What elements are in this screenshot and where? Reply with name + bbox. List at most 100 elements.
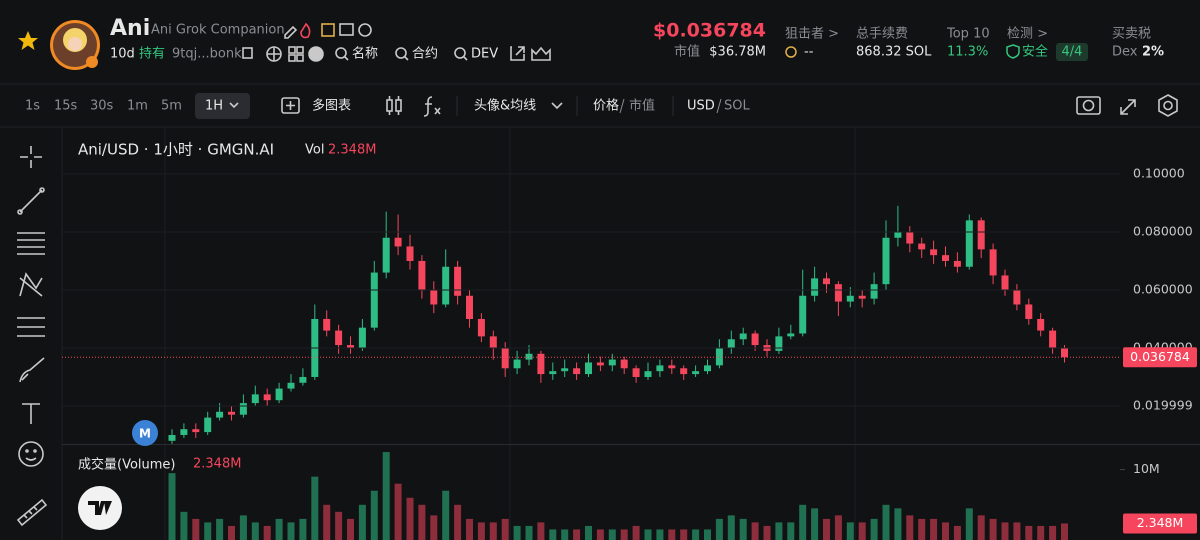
marker-m-label: M: [139, 427, 151, 441]
volume-bar: [953, 525, 961, 540]
interval[interactable]: 30s: [90, 99, 114, 114]
currency-active[interactable]: USD: [687, 99, 715, 114]
currency[interactable]: SOL: [724, 99, 750, 114]
header-badges: [284, 22, 372, 39]
token-age: 10d: [110, 47, 135, 62]
volume-last-box: [1123, 513, 1197, 534]
interval[interactable]: 15s: [54, 99, 78, 114]
volume-bar: [347, 518, 354, 540]
interval-active[interactable]: 1H: [205, 99, 223, 114]
volume-bar: [251, 522, 259, 540]
interval[interactable]: 1m: [127, 99, 148, 114]
volume-bar: [965, 508, 973, 540]
price-mode-active[interactable]: 价格: [593, 98, 619, 114]
social-icons[interactable]: [266, 46, 551, 62]
candle-body: [347, 345, 354, 348]
drawing-tools[interactable]: [16, 146, 48, 527]
volume-bar: [894, 508, 902, 540]
candle-body: [263, 394, 271, 401]
candle-body: [1049, 330, 1057, 348]
copy-icon[interactable]: [242, 47, 253, 59]
volume-bar: [870, 518, 878, 540]
toolbar-icons[interactable]: [281, 94, 1178, 117]
volume-bar: [263, 525, 271, 540]
candle-body: [216, 411, 224, 418]
indicators[interactable]: 头像&均线: [474, 99, 536, 114]
tv-logo-mark: [88, 501, 112, 515]
volume-title-value: 2.348M: [193, 457, 241, 472]
price-mode[interactable]: 市值: [629, 98, 655, 114]
candle-body: [823, 278, 830, 285]
interval[interactable]: 5m: [161, 99, 182, 114]
price: $0.036784: [653, 20, 766, 42]
candle-body: [454, 266, 462, 296]
tax-source: Dex: [1112, 45, 1138, 60]
mcap-label: 市值: [674, 44, 700, 60]
interval[interactable]: 1s: [25, 99, 40, 114]
candle-body: [608, 359, 616, 366]
candle-body: [251, 394, 259, 404]
favorite-star[interactable]: [18, 31, 38, 50]
volume-bar: [275, 518, 283, 540]
interval-active-box[interactable]: [195, 93, 250, 119]
volume-bar: [704, 529, 711, 540]
candle-body: [466, 295, 473, 319]
sniper: --: [804, 45, 814, 60]
volume-bar: [906, 515, 914, 540]
candle-body: [204, 417, 212, 433]
volume-bar: [846, 522, 854, 540]
candle-body: [715, 347, 723, 366]
link-name[interactable]: 名称: [352, 46, 378, 62]
candle-body: [668, 365, 676, 369]
volume-bar: [406, 497, 414, 540]
volume-bar: [918, 518, 926, 540]
volume-last-label: 2.348M: [1137, 515, 1184, 530]
candle-body: [620, 359, 628, 369]
slash: [716, 98, 722, 114]
link-dev[interactable]: DEV: [471, 47, 498, 62]
volume-bar: [454, 504, 462, 540]
marker-m[interactable]: [132, 420, 158, 446]
candle-body: [596, 362, 604, 366]
token-address: 9tqj...bonk: [172, 47, 242, 62]
volume-bar: [977, 515, 985, 540]
volume-bar: [418, 504, 426, 540]
volume-bar: [715, 518, 723, 540]
check-label[interactable]: 检测 >: [1007, 27, 1048, 42]
candle-body: [418, 260, 426, 290]
volume-bar: [1025, 525, 1033, 540]
avatar-badge: [86, 56, 98, 68]
candle-body: [299, 376, 307, 383]
link-contract[interactable]: 合约: [412, 47, 438, 62]
volume-bar: [204, 522, 212, 540]
volume-bar: [358, 504, 366, 540]
volume-bar: [489, 522, 497, 540]
candle-body: [323, 318, 331, 331]
candle-body: [1025, 304, 1033, 319]
volume-bar: [573, 529, 581, 540]
volume-bar: [787, 522, 795, 540]
volume-bar: [382, 452, 390, 540]
candle-body: [644, 371, 652, 377]
volume-bar: [501, 518, 509, 540]
avatar-face: [68, 37, 82, 51]
candle-body: [965, 220, 973, 267]
y-tick-label: 0.019999: [1133, 397, 1193, 412]
volume-bar: [394, 483, 402, 540]
chart-title: Ani/USD · 1小时 · GMGN.AI: [78, 141, 274, 159]
sniper-label[interactable]: 狙击者 >: [785, 27, 839, 42]
volume-bar: [430, 515, 438, 540]
multi-chart[interactable]: 多图表: [312, 98, 351, 114]
candle-body: [1061, 347, 1068, 358]
candle-body: [953, 260, 961, 267]
volume-bar: [287, 522, 295, 540]
candle-body: [228, 411, 235, 415]
volume-bar: [882, 504, 890, 540]
candle-body: [287, 382, 295, 389]
volume-legend: Vol: [305, 143, 324, 158]
tax-label: 买卖税: [1112, 27, 1151, 42]
candle-body: [335, 330, 343, 346]
